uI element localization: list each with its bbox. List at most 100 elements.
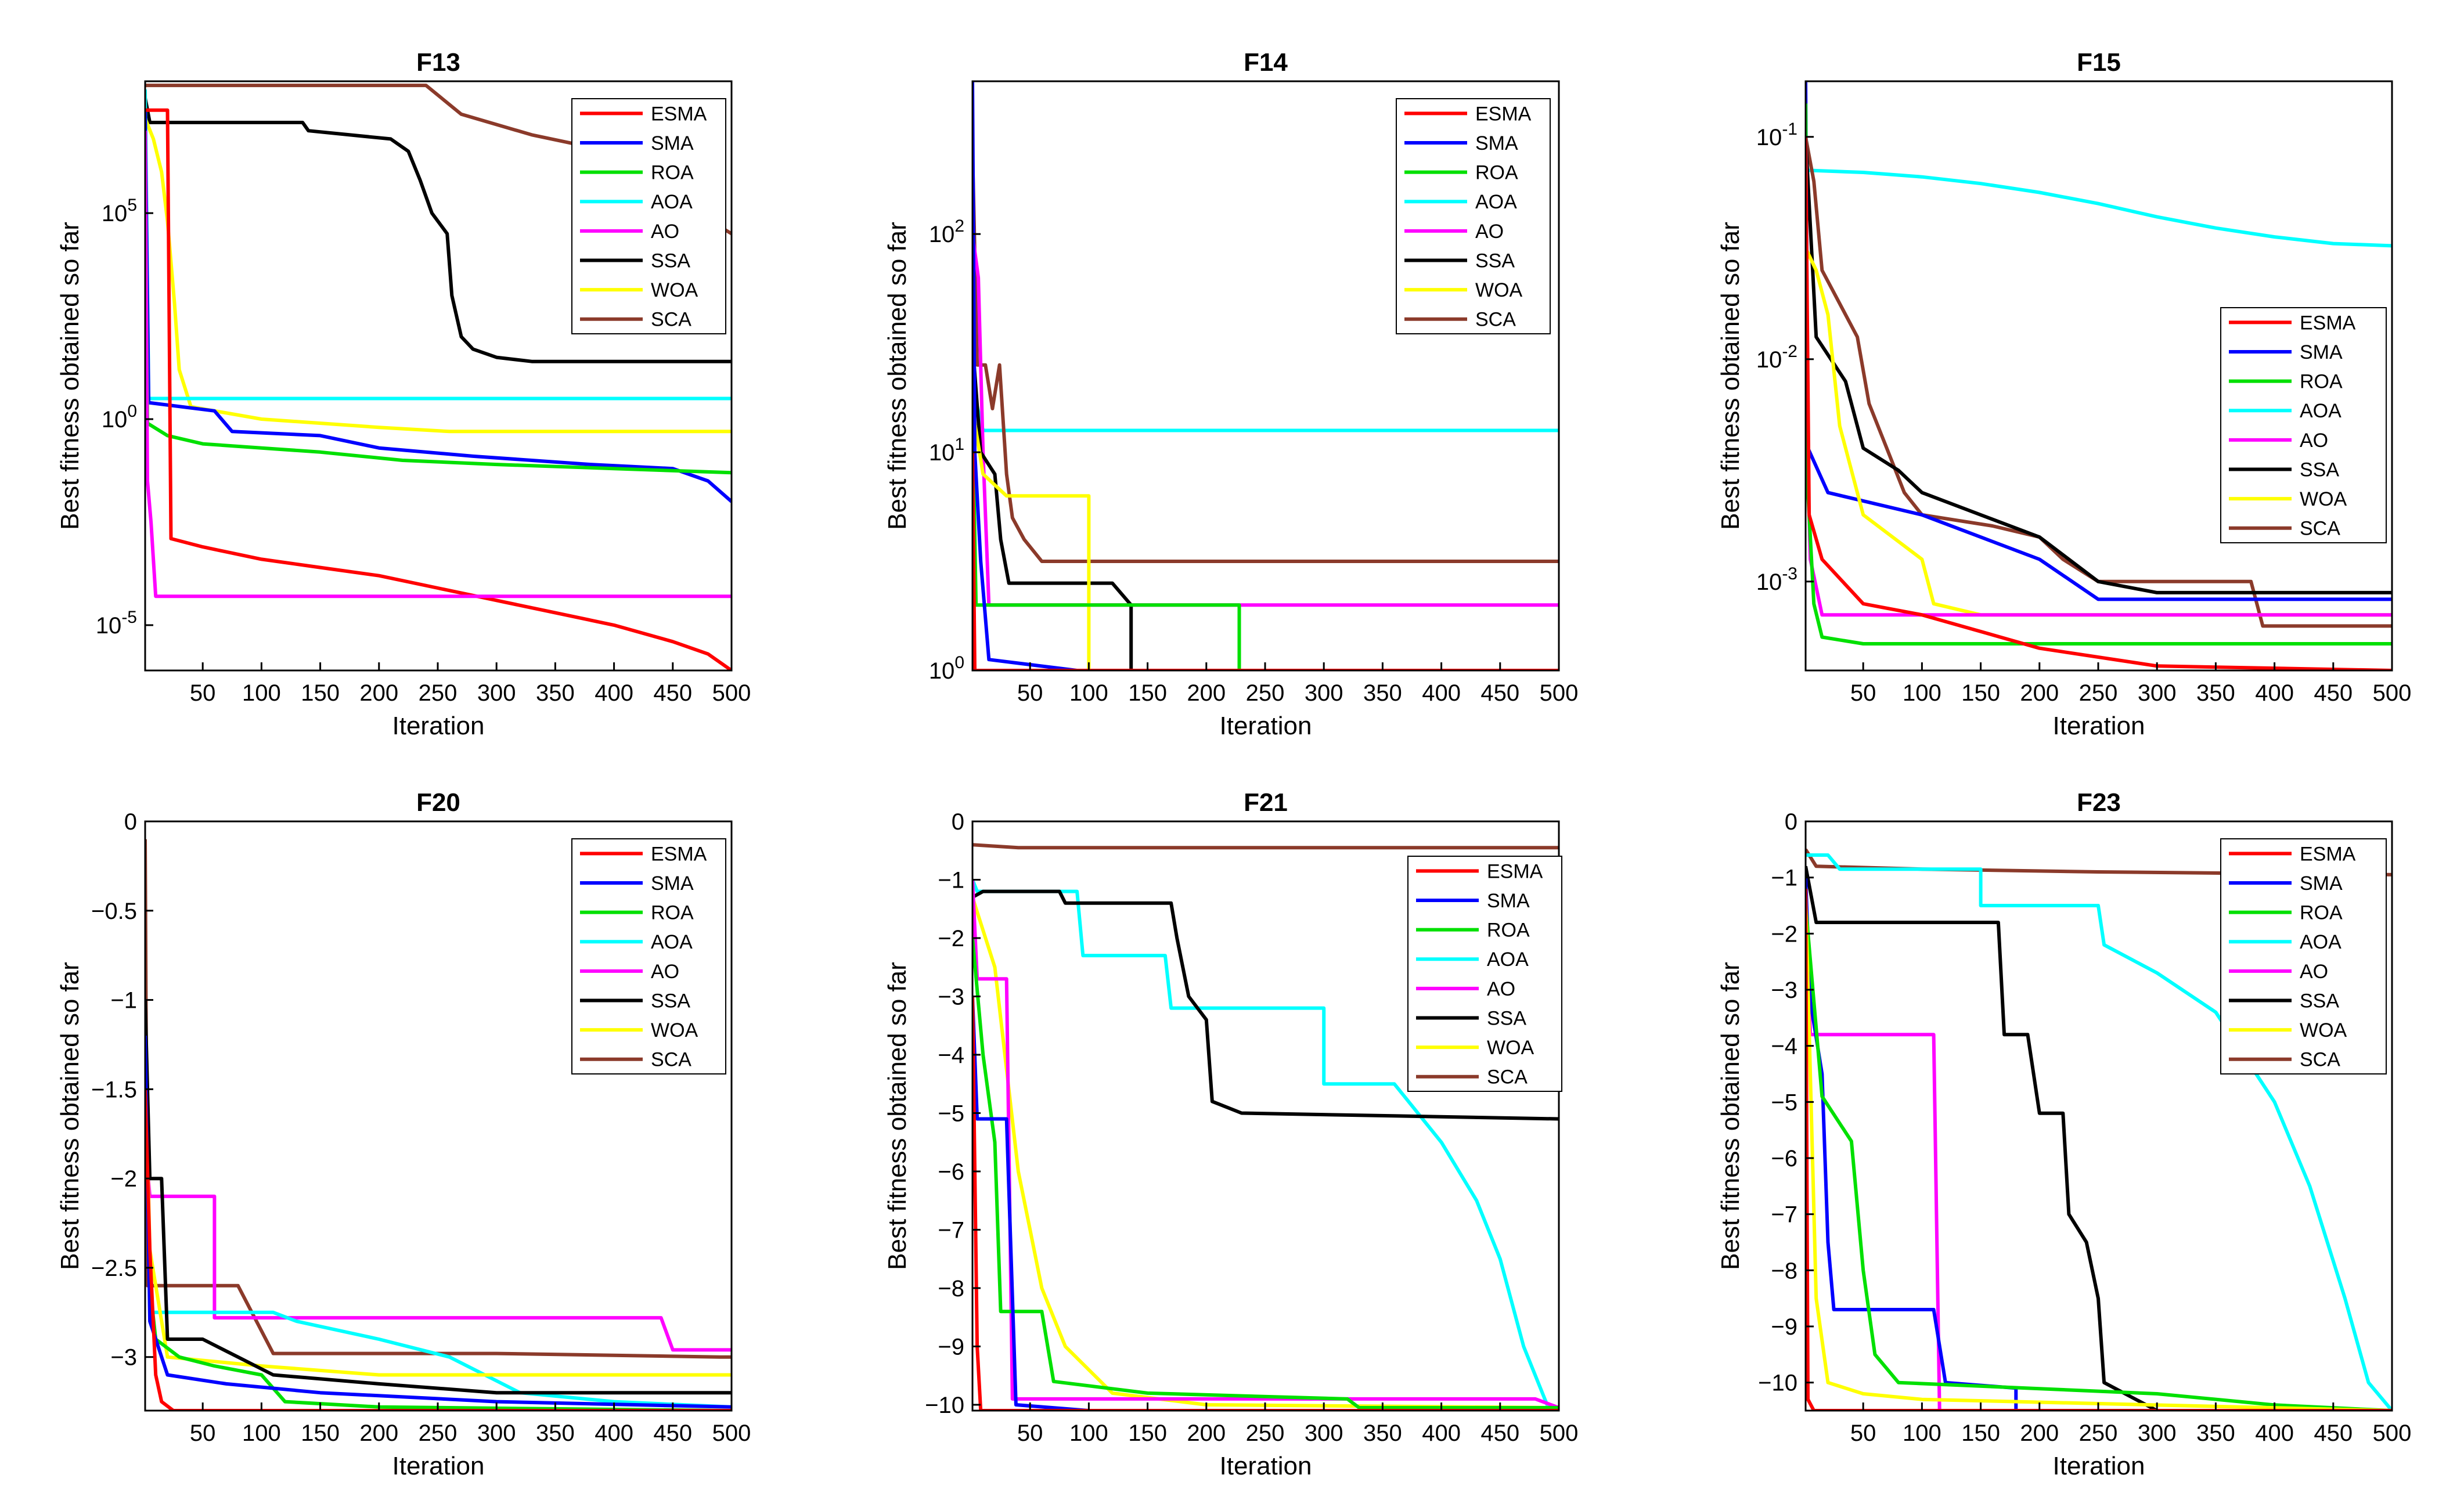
legend-label-woa: WOA: [1487, 1037, 1534, 1059]
x-tick-label: 250: [2079, 1420, 2118, 1446]
legend-label-sma: SMA: [2300, 872, 2343, 895]
legend-label-roa: ROA: [651, 902, 694, 924]
series-line-woa: [145, 117, 732, 434]
y-tick-label: −8: [1771, 1258, 1797, 1283]
legend-label-ao: AO: [1487, 978, 1515, 1000]
y-tick-label: 102: [929, 217, 964, 247]
legend-label-esma: ESMA: [1475, 103, 1532, 125]
x-tick-label: 300: [477, 1420, 516, 1446]
series-line-woa: [972, 896, 1559, 1409]
x-tick-label: 400: [2255, 680, 2294, 706]
series-line-esma: [1806, 136, 2392, 670]
x-tick-label: 150: [301, 680, 340, 706]
series-line-sma: [972, 81, 1559, 670]
series-line-ssa: [1806, 866, 2392, 1411]
x-tick-label: 250: [419, 1420, 458, 1446]
legend-label-sma: SMA: [1475, 132, 1518, 154]
x-tick-label: 150: [1961, 1420, 2000, 1446]
series-line-ssa: [972, 342, 1559, 670]
x-tick-label: 350: [2196, 680, 2235, 706]
series-line-esma: [1806, 888, 2392, 1411]
legend: ESMA SMA ROA AOA AO SSA WOA SCA: [571, 838, 726, 1074]
x-tick-label: 150: [1128, 1420, 1167, 1446]
x-tick-label: 200: [2020, 680, 2059, 706]
legend-box: [1407, 856, 1562, 1092]
y-tick-label: −2: [110, 1166, 137, 1192]
legend-box: [571, 98, 726, 334]
series-line-sma: [972, 996, 1559, 1411]
x-axis-label: Iteration: [392, 1452, 485, 1480]
legend-label-ssa: SSA: [1475, 250, 1515, 272]
series-line-ssa: [145, 97, 732, 363]
legend-label-woa: WOA: [651, 279, 698, 301]
x-tick-label: 200: [359, 680, 398, 706]
y-tick-label: −3: [938, 984, 964, 1009]
y-tick-label: −1: [1771, 866, 1797, 891]
y-tick-label: −6: [1771, 1146, 1797, 1171]
legend-box: [1396, 98, 1551, 334]
x-tick-label: 200: [2020, 1420, 2059, 1446]
x-tick-label: 250: [1246, 1420, 1285, 1446]
y-tick-label: −4: [938, 1043, 964, 1068]
y-tick-label: 105: [102, 196, 137, 226]
series-line-ao: [145, 131, 732, 598]
legend-label-aoa: AOA: [2300, 400, 2341, 422]
x-tick-label: 100: [242, 680, 281, 706]
x-tick-label: 50: [1017, 680, 1043, 706]
legend-label-esma: ESMA: [2300, 843, 2356, 865]
x-tick-label: 250: [1246, 680, 1285, 706]
legend-label-sca: SCA: [1475, 309, 1516, 331]
y-axis-label: Best fitness obtained so far: [883, 962, 912, 1270]
series-group: [1806, 81, 2392, 670]
legend-label-esma: ESMA: [2300, 312, 2356, 334]
chart-panel-f20: 50 100 150 200 250 300 350 400 450 500 0 −0.5 −1 −1.5…: [56, 788, 751, 1480]
legend-label-roa: ROA: [651, 162, 694, 184]
series-line-roa: [145, 131, 732, 475]
x-tick-label: 500: [2373, 1420, 2412, 1446]
legend-label-ssa: SSA: [2300, 990, 2339, 1012]
x-tick-label: 500: [1540, 680, 1579, 706]
series-line-aoa: [145, 1000, 732, 1409]
chart-title: F15: [2077, 48, 2121, 77]
y-tick-label: −6: [938, 1159, 964, 1185]
series-group: [1806, 848, 2392, 1411]
x-axis-label: Iteration: [1220, 1452, 1312, 1480]
x-tick-label: 350: [536, 680, 575, 706]
legend-label-sma: SMA: [1487, 890, 1530, 912]
series-line-sma: [145, 1036, 732, 1409]
legend-label-ssa: SSA: [2300, 459, 2339, 481]
legend-label-aoa: AOA: [651, 931, 693, 953]
series-line-sca: [1806, 136, 2392, 628]
x-tick-label: 400: [1422, 1420, 1461, 1446]
legend-label-ao: AO: [2300, 430, 2328, 452]
x-tick-label: 400: [1422, 680, 1461, 706]
x-tick-label: 400: [595, 1420, 633, 1446]
x-tick-label: 250: [2079, 680, 2118, 706]
y-tick-label: 10-5: [96, 608, 137, 639]
y-tick-label: 10-3: [1756, 564, 1797, 595]
series-line-sca: [972, 843, 1559, 850]
x-tick-label: 50: [190, 680, 216, 706]
legend-label-woa: WOA: [2300, 1019, 2347, 1041]
legend-label-ao: AO: [2300, 961, 2328, 983]
legend-label-ssa: SSA: [651, 990, 690, 1012]
x-tick-label: 100: [1069, 1420, 1108, 1446]
y-tick-label: 0: [1785, 809, 1797, 835]
x-tick-label: 250: [419, 680, 458, 706]
series-line-aoa: [1806, 168, 2392, 248]
x-tick-label: 100: [1069, 680, 1108, 706]
x-tick-label: 300: [2138, 680, 2177, 706]
legend-label-aoa: AOA: [1475, 191, 1517, 213]
x-tick-label: 450: [1480, 680, 1519, 706]
series-line-roa: [1806, 905, 2392, 1411]
x-tick-label: 450: [2314, 680, 2353, 706]
x-axis-label: Iteration: [2053, 712, 2145, 740]
chart-title: F21: [1244, 788, 1288, 817]
x-axis-label: Iteration: [392, 712, 485, 740]
y-tick-label: −3: [1771, 978, 1797, 1003]
legend-label-aoa: AOA: [1487, 949, 1529, 971]
series-line-woa: [972, 408, 1559, 670]
legend: ESMA SMA ROA AOA AO SSA WOA SCA: [2220, 838, 2387, 1074]
x-tick-label: 200: [1187, 1420, 1226, 1446]
legend-box: [571, 838, 726, 1074]
